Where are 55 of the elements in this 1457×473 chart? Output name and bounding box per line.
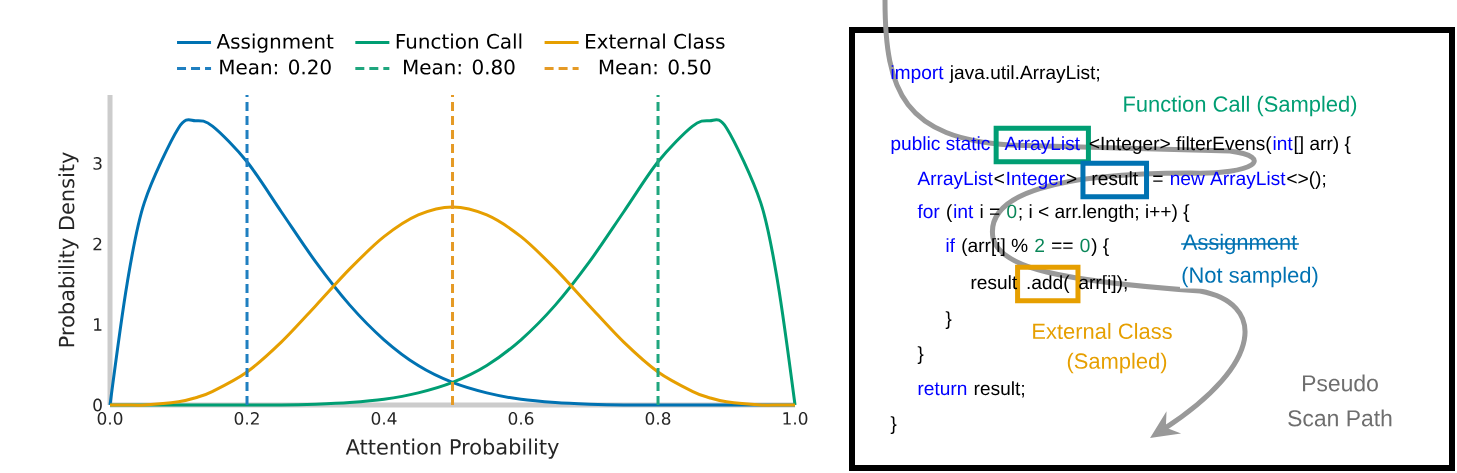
text: .add( <box>1027 275 1070 293</box>
x-axis-title: Attention Probability <box>345 438 559 459</box>
legend-label: Assignment <box>216 33 334 53</box>
text: new ArrayList <box>1170 171 1286 189</box>
text: = <box>1153 175 1163 182</box>
text: Function Call (Sampled) <box>1124 95 1357 117</box>
text: } <box>945 311 952 329</box>
text: (arr[i] % <box>962 238 1028 256</box>
legend-label: Mean: 0.20 <box>220 59 331 75</box>
legend-label: Mean: 0.50 <box>599 59 711 75</box>
x-tick-label: 0.0 <box>97 412 123 425</box>
text: 2 <box>1035 238 1044 252</box>
text: Pseudo <box>1303 374 1378 392</box>
text: (Not sampled) <box>1182 266 1318 288</box>
text: < <box>994 173 1004 184</box>
text: int <box>1273 136 1293 151</box>
text: for <box>917 204 940 219</box>
text: 0 <box>1007 204 1017 219</box>
y-axis-title: Probability Density <box>58 152 79 347</box>
text: Integer <box>1007 171 1065 189</box>
text: [] arr) { <box>1294 136 1351 154</box>
text: 0 <box>1080 238 1090 253</box>
text: ( <box>947 204 953 222</box>
x-tick-label: 0.8 <box>645 412 671 425</box>
x-tick-label: 0.6 <box>508 412 534 425</box>
y-tick-label: 3 <box>93 157 102 170</box>
text: java.util.ArrayList; <box>949 65 1099 83</box>
legend-label: Function Call <box>396 33 522 49</box>
text: import <box>891 65 944 83</box>
text: result <box>1092 171 1138 186</box>
text: ArrayList <box>917 171 993 189</box>
legend-label: External Class <box>586 33 725 49</box>
text: (Sampled) <box>1067 352 1167 374</box>
text: return <box>918 382 967 396</box>
x-tick-label: 0.4 <box>371 412 397 425</box>
text: int <box>954 204 974 219</box>
text: <>(); <box>1287 171 1326 189</box>
y-tick-label: 2 <box>93 237 102 251</box>
text: ArrayList <box>1004 136 1080 154</box>
text: Scan Path <box>1288 409 1392 427</box>
text: } <box>917 346 924 364</box>
text: } <box>890 416 897 434</box>
text: == <box>1052 242 1073 249</box>
y-tick-label: 1 <box>94 318 102 331</box>
text: if <box>946 238 955 252</box>
text: External Class <box>1033 322 1172 340</box>
y-tick-label: 0 <box>93 398 102 412</box>
x-tick-label: 1.0 <box>783 412 808 425</box>
x-tick-label: 0.2 <box>234 412 259 425</box>
text: result; <box>974 381 1024 398</box>
text: ) { <box>1091 238 1109 256</box>
text: i = <box>980 204 1000 218</box>
text: public static <box>891 136 990 154</box>
legend-label: Mean: 0.80 <box>404 59 515 75</box>
text: ; i < arr.length; i++) { <box>1019 204 1190 222</box>
